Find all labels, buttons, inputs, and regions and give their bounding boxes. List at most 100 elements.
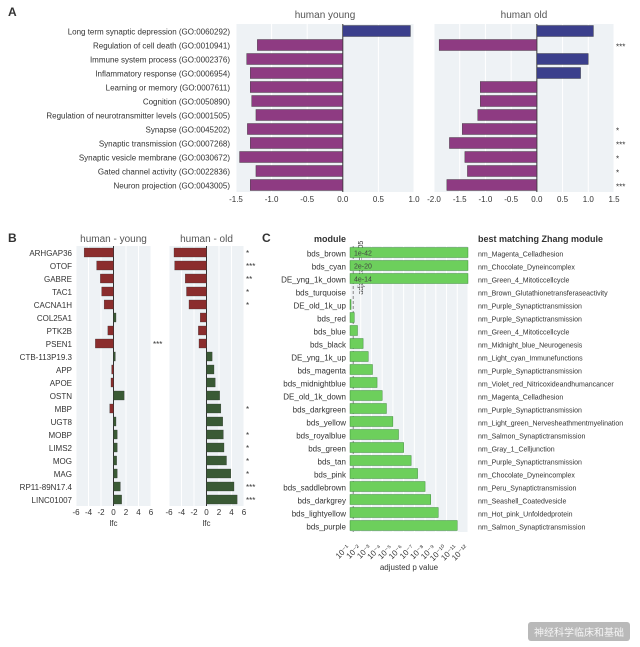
panel-a-row-label: Cognition (GO:0050890) — [143, 98, 231, 107]
svg-text:-4: -4 — [85, 508, 93, 517]
panel-b-row-label: ARHGAP36 — [29, 249, 72, 258]
panel-b-old-bar — [198, 326, 206, 335]
panel-b-row-label: MOG — [53, 457, 72, 466]
panel-c-bar — [350, 508, 438, 518]
svg-text:***: *** — [246, 262, 255, 271]
svg-text:2: 2 — [124, 508, 129, 517]
svg-text:0: 0 — [204, 508, 209, 517]
panel-a-row-label: Synapse (GO:0045202) — [146, 126, 231, 135]
panel-b-row-label: APP — [56, 366, 72, 375]
svg-text:-0.5: -0.5 — [300, 195, 314, 204]
panel-b-row-label: CACNA1H — [34, 301, 72, 310]
panel-b-old-bar — [207, 352, 213, 361]
panel-b-young-bar — [114, 391, 125, 400]
svg-text:*: * — [246, 470, 249, 479]
panel-c-bar — [350, 404, 386, 414]
panel-b-old-bar — [207, 456, 227, 465]
panel-c-module-label: DE_yng_1k_up — [291, 354, 346, 363]
panel-b-young-bar — [114, 495, 122, 504]
panel-a-row-label: Regulation of neurotransmitter levels (G… — [46, 112, 230, 121]
panel-b-old-bar — [207, 404, 221, 413]
panel-b-young-bar — [114, 313, 117, 322]
svg-text:***: *** — [153, 340, 162, 349]
panel-c-bar — [350, 339, 363, 349]
panel-c-left-header: module — [314, 234, 346, 244]
svg-text:-4: -4 — [178, 508, 186, 517]
panel-c-zhang-label: nm_Green_4_Mitoticcellcycle — [478, 330, 570, 337]
panel-b-young-bar — [108, 326, 114, 335]
panel-c-zhang-label: nm_Purple_Synaptictransmission — [478, 304, 582, 311]
panel-c-bar — [350, 469, 418, 479]
panel-c-bar — [350, 352, 368, 362]
panel-b-xlabel: lfc — [110, 519, 118, 528]
svg-text:-0.5: -0.5 — [504, 195, 518, 204]
panel-c-module-label: bds_green — [308, 445, 346, 454]
svg-text:-2: -2 — [97, 508, 105, 517]
panel-c-xlabel: adjusted p value — [380, 563, 439, 572]
svg-text:0.5: 0.5 — [557, 195, 569, 204]
panel-c-module-label: bds_cyan — [312, 263, 346, 272]
panel-c: modulebest matching Zhang moduleadjusted… — [281, 234, 623, 572]
panel-a-old-bar — [537, 54, 588, 65]
panel-b-row-label: RP11-89N17.4 — [20, 483, 73, 492]
svg-text:1.5: 1.5 — [608, 195, 620, 204]
panel-c-bar — [350, 482, 425, 492]
panel-b-old-bar — [207, 365, 215, 374]
svg-text:*: * — [246, 301, 249, 310]
panel-a-sig: *** — [616, 183, 625, 192]
watermark: 神经科学临床和基础 — [528, 622, 630, 641]
panel-a-old-bar — [537, 26, 594, 37]
panel-b-young-bar — [114, 352, 116, 361]
panel-c-module-label: bds_magenta — [298, 367, 347, 376]
panel-a-old-bar — [537, 68, 581, 79]
panel-c-zhang-label: nm_Brown_Glutathionetransferaseactivity — [478, 291, 608, 298]
svg-text:-1.0: -1.0 — [479, 195, 493, 204]
panel-b-old-bar — [207, 417, 223, 426]
panel-c-bar — [350, 391, 382, 401]
panel-b-old-bar — [207, 430, 224, 439]
panel-c-zhang-label: nm_Gray_1_Celljunction — [478, 447, 555, 454]
panel-a-row-label: Learning or memory (GO:0007611) — [106, 84, 231, 93]
panel-b-subtitle-young: human - young — [80, 234, 147, 245]
panel-c-zhang-label: nm_Midnight_blue_Neurogenesis — [478, 343, 583, 350]
panel-b-old-bar — [185, 274, 206, 283]
panel-c-module-label: bds_royalblue — [296, 432, 346, 441]
panel-c-module-label: bds_darkgreen — [293, 406, 346, 415]
panel-a-old-bar — [439, 40, 537, 51]
panel-c-ptxt: 1e-42 — [354, 251, 372, 258]
panel-c-ptxt: 4e-14 — [354, 277, 372, 284]
panel-c-zhang-label: nm_Purple_Synaptictransmission — [478, 460, 582, 467]
panel-b-old-bar — [207, 495, 238, 504]
panel-b-young-bar — [100, 274, 113, 283]
panel-c-module-label: bds_midnightblue — [283, 380, 346, 389]
panel-a-row-label: Long term synaptic depression (GO:006029… — [68, 28, 231, 37]
svg-text:-1.5: -1.5 — [229, 195, 243, 204]
panel-a-row-label: Immune system process (GO:0002376) — [90, 56, 230, 65]
panel-b-young-bar — [114, 443, 118, 452]
panel-c-module-label: bds_yellow — [306, 419, 346, 428]
panel-b-young-bar — [114, 469, 118, 478]
panel-c-module-label: DE_yng_1k_down — [281, 276, 346, 285]
panel-b-subtitle-old: human - old — [180, 234, 233, 245]
panel-a-label: A — [8, 5, 17, 19]
panel-b-row-label: CTB-113P19.3 — [20, 353, 73, 362]
panel-a-sig: * — [616, 169, 619, 178]
panel-b-row-label: LIMS2 — [49, 444, 73, 453]
panel-b: human - younghuman - old-6-4-20246lfc-6-… — [20, 234, 256, 528]
svg-text:*: * — [246, 444, 249, 453]
panel-b-row-label: UGT8 — [51, 418, 73, 427]
panel-b-old-bar — [207, 469, 231, 478]
panel-a-young-bar — [250, 138, 343, 149]
panel-c-zhang-label: nm_Purple_Synaptictransmission — [478, 317, 582, 324]
panel-c-bar — [350, 378, 377, 388]
panel-c-bar — [350, 456, 411, 466]
panel-b-row-label: COL25A1 — [37, 314, 73, 323]
svg-text:**: ** — [246, 275, 252, 284]
panel-c-bar — [350, 313, 354, 323]
panel-c-module-label: DE_old_1k_down — [283, 393, 346, 402]
panel-c-module-label: bds_darkgrey — [298, 497, 346, 506]
panel-c-module-label: bds_blue — [314, 328, 347, 337]
panel-c-bar — [350, 430, 399, 440]
panel-c-bar — [350, 326, 357, 336]
panel-c-module-label: bds_brown — [307, 250, 346, 259]
